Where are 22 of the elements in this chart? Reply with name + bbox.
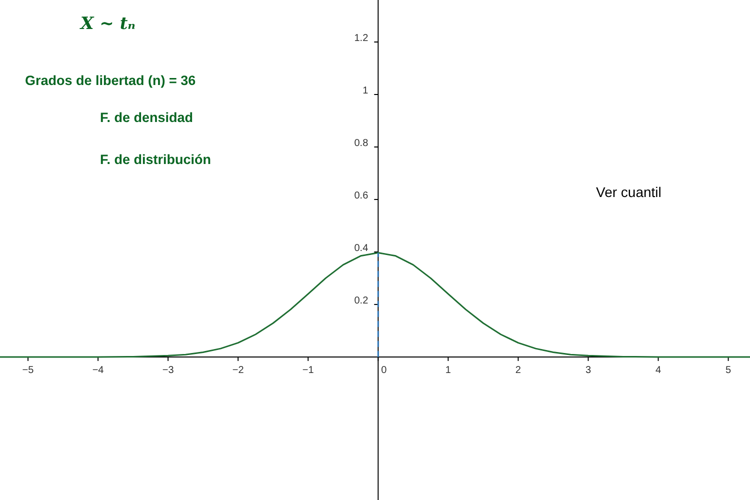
annotation: Grados de libertad (n) = 36	[25, 73, 196, 88]
annotation: F. de densidad	[100, 110, 194, 125]
annotation: Ver cuantil	[596, 184, 662, 200]
x-tick-label: 0	[381, 364, 388, 376]
x-tick-label: −3	[162, 364, 174, 376]
x-tick-label: 3	[585, 364, 592, 376]
y-tick-label: 0.2	[354, 295, 369, 306]
x-tick-label: 2	[515, 364, 522, 376]
y-tick-label: 0.8	[354, 138, 369, 149]
y-tick-label: 0.6	[354, 190, 369, 202]
y-tick-label: 1	[362, 85, 369, 96]
x-tick-label: −1	[302, 364, 314, 376]
y-tick-label: 0.4	[354, 242, 369, 254]
x-tick-label: 1	[445, 364, 452, 376]
annotation: F. de distribución	[100, 152, 212, 167]
x-tick-label: −5	[22, 364, 34, 376]
x-tick-label: −2	[232, 364, 244, 376]
text: X ~ tₙ	[80, 14, 136, 34]
x-tick-label: −4	[92, 364, 104, 376]
x-tick-label: 4	[655, 364, 662, 376]
x-tick-label: 5	[726, 364, 732, 376]
y-tick-label: 1.2	[354, 32, 369, 44]
